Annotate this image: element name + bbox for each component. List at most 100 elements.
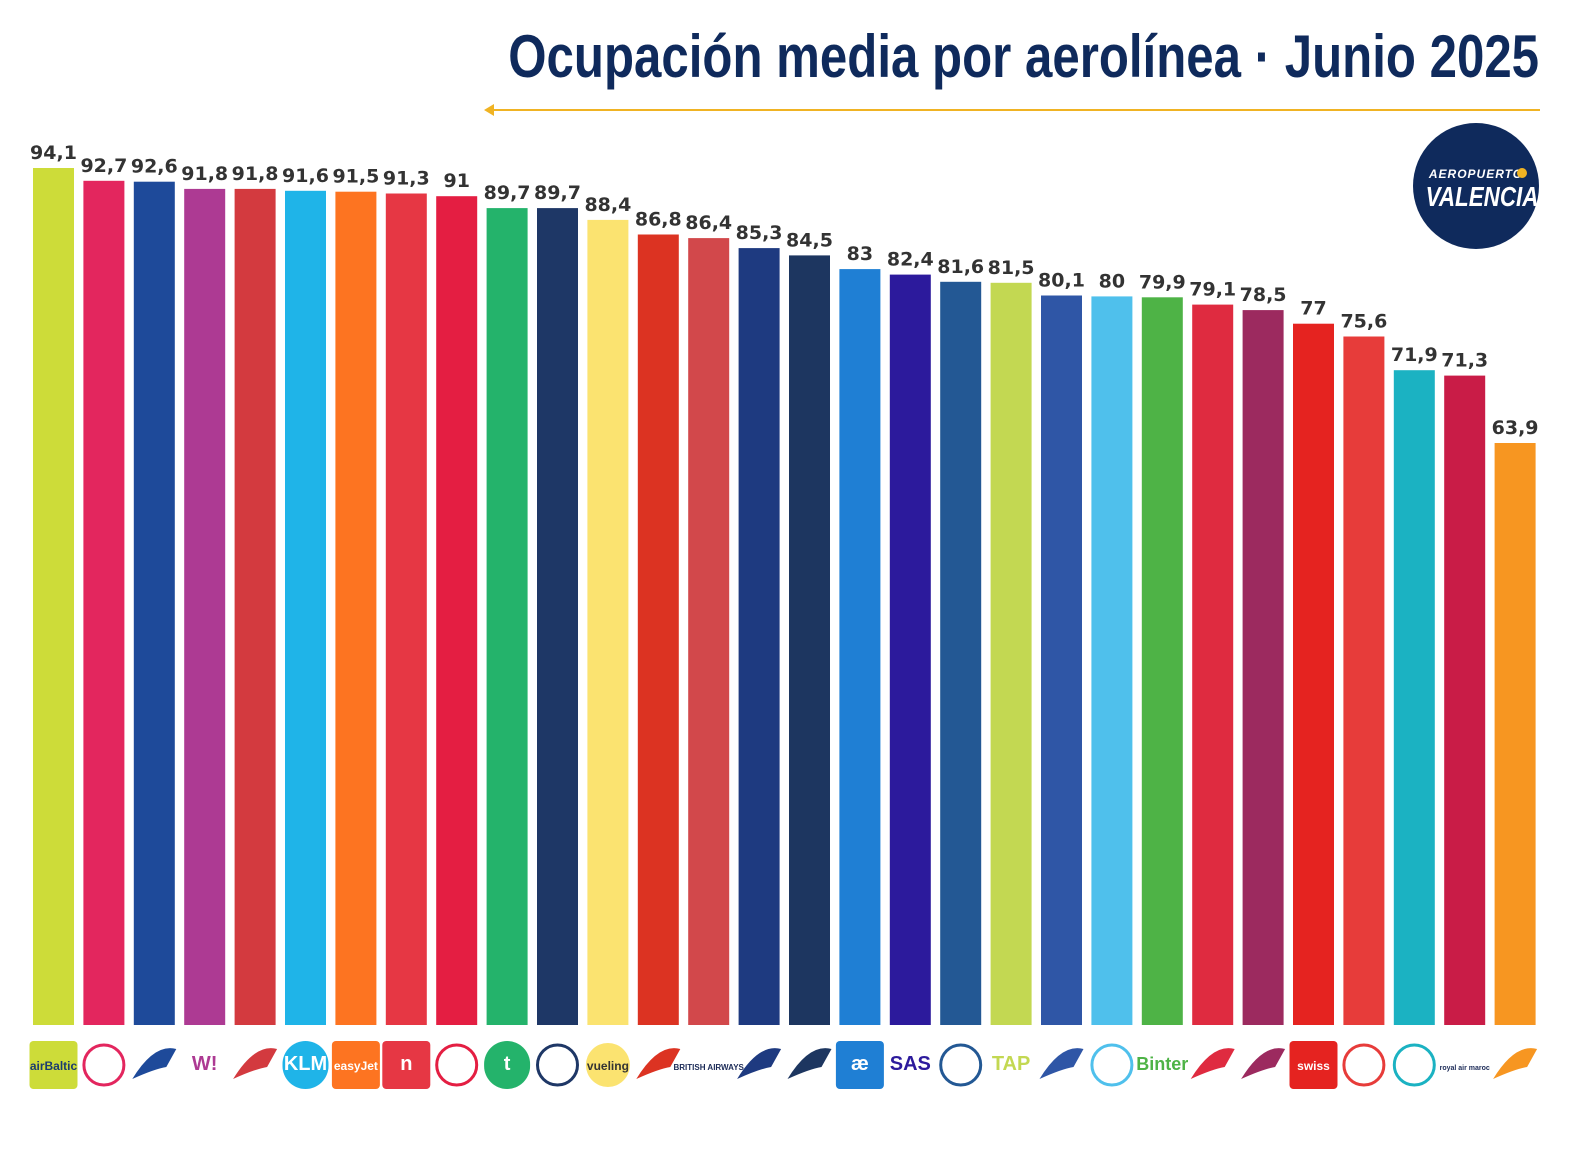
bar-24 [1192, 304, 1234, 1026]
star-icon [1090, 1043, 1134, 1087]
airline-logo-text-26: swiss [1297, 1059, 1330, 1073]
bar-11 [537, 208, 578, 1026]
algerie-icon [1342, 1043, 1386, 1087]
cross-icon [82, 1043, 126, 1087]
airline-logo-text-7: easyJet [334, 1059, 378, 1073]
iberia-icon [1190, 1048, 1235, 1079]
bar-27 [1343, 336, 1385, 1025]
logo-line2: VALENCIA [1425, 181, 1539, 212]
value-label-11: 89,7 [534, 182, 581, 204]
value-label-5: 91,8 [232, 163, 279, 185]
airline-logo-text-12: vueling [587, 1059, 629, 1073]
value-label-6: 91,6 [282, 165, 329, 187]
bar-3 [133, 181, 175, 1025]
bar-2 [83, 180, 125, 1026]
bar-10 [486, 208, 528, 1026]
bar-28 [1393, 370, 1435, 1025]
value-label-24: 79,1 [1189, 279, 1236, 301]
value-label-26: 77 [1300, 298, 1326, 320]
condor-icon [1039, 1048, 1084, 1079]
value-label-2: 92,7 [80, 155, 127, 177]
sas-icon: SAS [890, 1053, 931, 1075]
norwegian-icon: n [382, 1041, 431, 1089]
harp-icon [132, 1048, 177, 1079]
value-label-19: 81,6 [937, 256, 984, 278]
value-label-17: 83 [847, 243, 873, 265]
logo-line1: AEROPUERTO [1428, 167, 1524, 181]
value-label-25: 78,5 [1240, 284, 1287, 306]
value-label-1: 94,1 [30, 142, 77, 164]
easyjet-icon: easyJet [331, 1041, 380, 1089]
value-label-9: 91 [443, 170, 469, 192]
swoosh-icon [636, 1048, 681, 1079]
value-label-14: 86,4 [685, 212, 732, 234]
text-icon: airBaltic [29, 1041, 78, 1089]
airline-logo-text-29: royal air maroc [1440, 1065, 1490, 1072]
bar-15 [738, 248, 780, 1026]
vueling-icon: vueling [585, 1043, 630, 1087]
bar-20 [990, 282, 1032, 1025]
bar-13 [637, 234, 679, 1025]
bar-14 [688, 238, 730, 1026]
airline-logo-text-23: Binter [1136, 1054, 1188, 1074]
swiss-cross-icon: swiss [1289, 1041, 1338, 1089]
value-label-12: 88,4 [584, 194, 631, 216]
value-label-20: 81,5 [988, 257, 1035, 279]
wizz-icon: W! [192, 1053, 218, 1075]
bar-1 [33, 168, 74, 1025]
plane-icon [1517, 168, 1527, 178]
value-label-16: 84,5 [786, 229, 833, 251]
bar-26 [1293, 323, 1334, 1025]
value-label-18: 82,4 [887, 249, 934, 271]
bar-25 [1242, 310, 1284, 1026]
bar-12 [587, 219, 629, 1025]
aireuropa-icon [787, 1048, 832, 1079]
value-label-10: 89,7 [484, 182, 531, 204]
airline-logo-text-4: W! [192, 1053, 218, 1075]
value-label-28: 71,9 [1391, 344, 1438, 366]
ae-icon: æ [835, 1041, 884, 1089]
af-stripes-icon [737, 1048, 782, 1079]
jet2-icon [1493, 1048, 1538, 1079]
value-label-15: 85,3 [736, 222, 783, 244]
bar-21 [1041, 295, 1082, 1025]
airline-logo-text-18: SAS [890, 1053, 931, 1075]
bar-17 [839, 269, 881, 1026]
bar-16 [789, 255, 830, 1025]
value-label-3: 92,6 [131, 156, 178, 178]
value-label-23: 79,9 [1139, 271, 1186, 293]
airline-logo-text-10: t [504, 1053, 511, 1075]
bar-23 [1141, 297, 1183, 1025]
airline-logo-text-14: BRITISH AIRWAYS [674, 1063, 745, 1072]
dots-icon [435, 1043, 479, 1087]
tap-icon: TAP [992, 1053, 1031, 1075]
value-label-27: 75,6 [1340, 311, 1387, 333]
rj-emblem-icon [939, 1043, 983, 1087]
value-label-13: 86,8 [635, 209, 682, 231]
airline-logo-text-6: KLM [284, 1053, 327, 1075]
value-label-22: 80 [1099, 270, 1125, 292]
ba-ribbon-icon: BRITISH AIRWAYS [674, 1063, 745, 1072]
bar-18 [889, 274, 931, 1026]
value-label-8: 91,3 [383, 168, 430, 190]
airline-logo-text-8: n [400, 1053, 412, 1075]
chart-title: Ocupación media por aerolínea · Junio 20… [508, 23, 1539, 90]
aeropuerto-valencia-logo: AEROPUERTO VALENCIA [1413, 123, 1539, 249]
luxair-icon [1392, 1043, 1436, 1087]
transavia-icon: t [484, 1041, 531, 1089]
bar-29 [1444, 375, 1486, 1026]
value-label-7: 91,5 [332, 166, 379, 188]
crane-icon [536, 1043, 579, 1087]
turkish-bird-icon [233, 1048, 278, 1079]
bar-7 [335, 191, 377, 1025]
bar-9 [436, 196, 478, 1025]
bar-30 [1494, 443, 1536, 1025]
value-label-29: 71,3 [1441, 350, 1488, 372]
binter-icon: Binter [1136, 1054, 1188, 1074]
crown-icon: KLM [282, 1041, 329, 1089]
arrow-left-icon [484, 104, 494, 116]
value-label-21: 80,1 [1038, 270, 1085, 292]
bar-6 [285, 190, 326, 1026]
airline-logo-text-17: æ [851, 1053, 869, 1075]
